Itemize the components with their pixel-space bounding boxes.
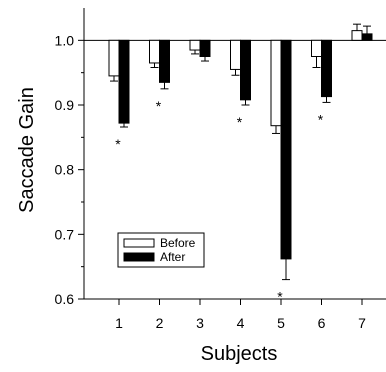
bars-layer: * * * * *: [108, 23, 373, 305]
bar-after: [280, 39, 292, 260]
legend-box: [117, 232, 205, 268]
significance-marker: *: [318, 111, 324, 127]
x-tick-label: 1: [115, 315, 123, 331]
bar-before: [189, 39, 201, 51]
bar-after: [240, 39, 251, 101]
bar-before: [230, 39, 241, 70]
x-tick-label: 5: [277, 315, 285, 331]
labels-layer: Saccade Gain Subjects: [16, 87, 277, 365]
legend-after-swatch: [123, 252, 155, 262]
significance-marker: *: [277, 289, 283, 305]
bar-after: [118, 39, 130, 124]
x-tick-label: 2: [156, 315, 164, 331]
bar-before: [108, 39, 120, 77]
axes-layer: 0.6 0.7 0.8 0.9 1.0 1 2 3 4 5 6 7: [55, 8, 386, 331]
bar-after: [199, 39, 211, 57]
x-tick-label: 6: [318, 315, 326, 331]
y-tick-label: 0.6: [55, 291, 75, 307]
significance-marker: *: [237, 114, 243, 130]
legend: Before After: [117, 232, 205, 268]
significance-marker: *: [156, 98, 162, 114]
bar-before: [351, 30, 363, 41]
y-tick-label: 1.0: [55, 32, 75, 48]
x-tick-label: 7: [358, 315, 366, 331]
bar-before: [311, 39, 322, 57]
y-axis-label: Saccade Gain: [16, 87, 38, 213]
y-tick-label: 0.7: [55, 226, 75, 242]
bar-after: [159, 39, 170, 83]
legend-before-swatch: [123, 238, 155, 248]
y-tick-label: 0.8: [55, 162, 75, 178]
x-tick-label: 3: [196, 315, 204, 331]
significance-marker: *: [115, 136, 121, 152]
legend-after-label: After: [160, 250, 185, 264]
bar-before: [149, 39, 160, 64]
y-tick-label: 0.9: [55, 97, 75, 113]
bar-after: [321, 39, 332, 98]
bar-after: [361, 33, 373, 41]
x-tick-label: 4: [237, 315, 245, 331]
x-axis-label: Subjects: [201, 343, 278, 365]
bar-before: [270, 39, 282, 127]
legend-before-label: Before: [160, 236, 196, 250]
